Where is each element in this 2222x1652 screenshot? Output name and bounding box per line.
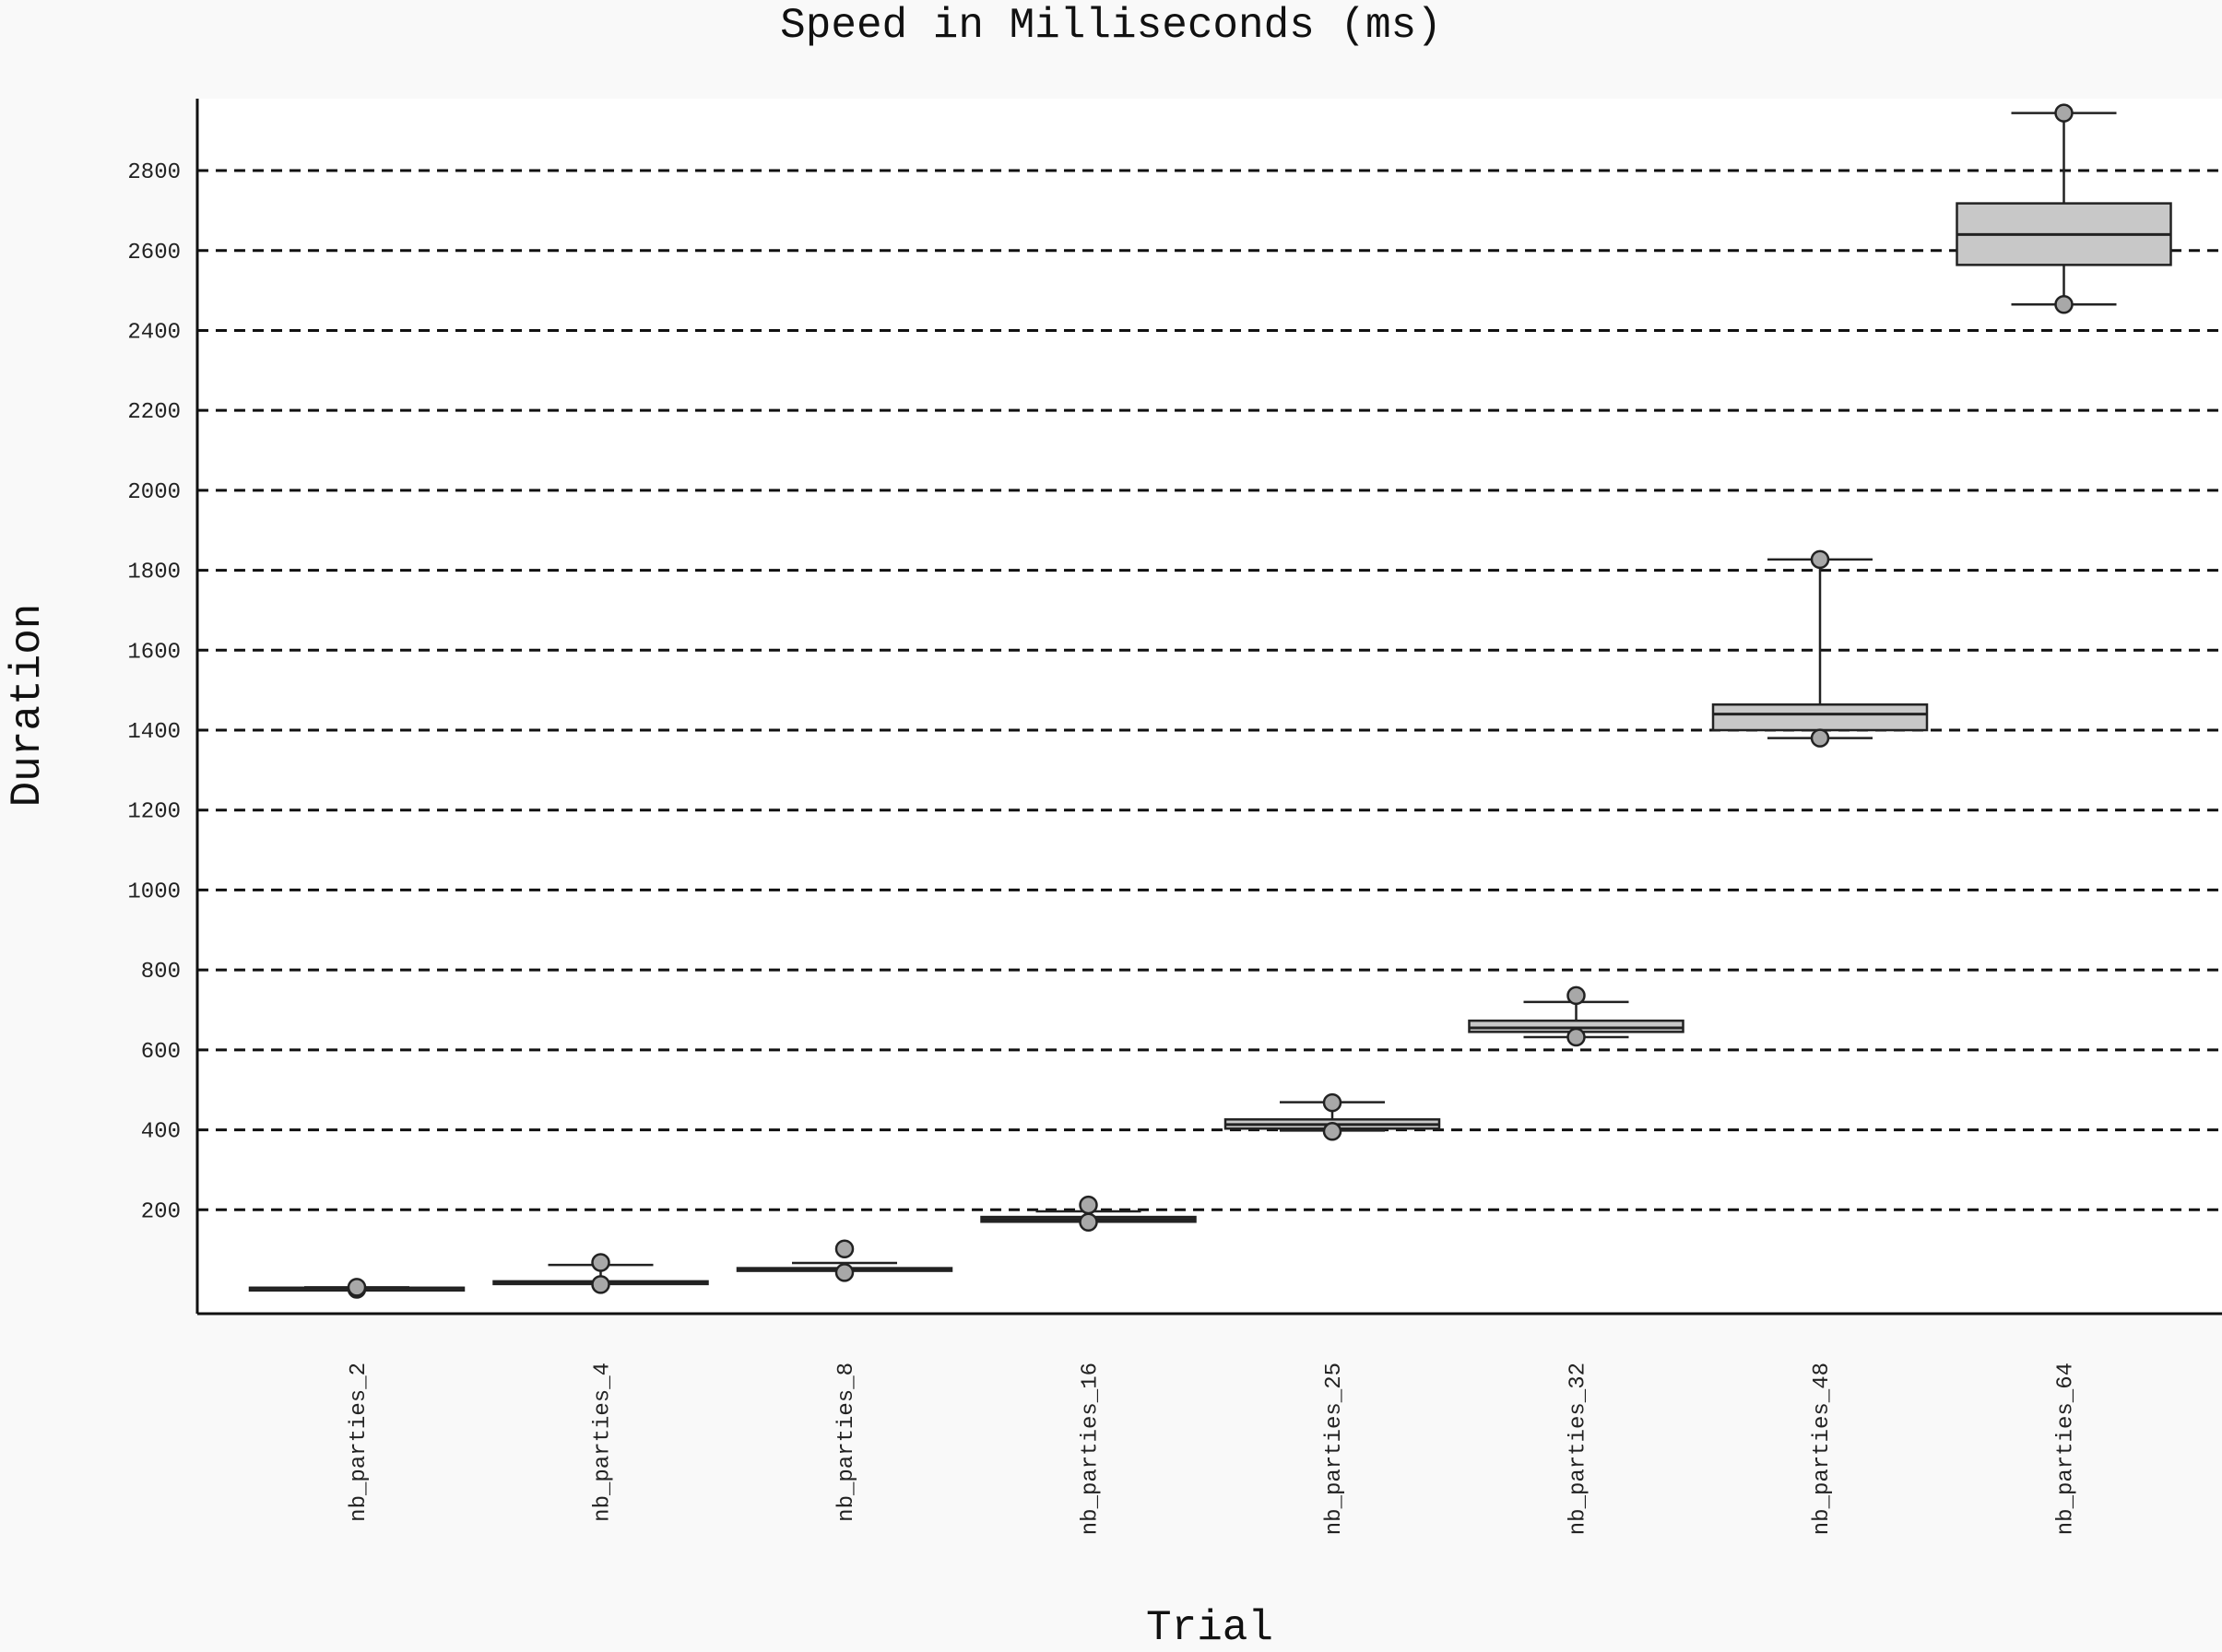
boxes <box>248 103 2172 1299</box>
box-group-nb_parties_8 <box>736 1239 953 1282</box>
outlier-point <box>591 1253 610 1272</box>
outlier-point <box>1810 728 1830 748</box>
y-tick-label: 2800 <box>127 160 181 185</box>
outlier-point <box>834 1239 855 1259</box>
x-tick-label: nb_parties_2 <box>347 1363 372 1522</box>
box-group-nb_parties_25 <box>1223 1092 1441 1141</box>
y-tick-label: 1600 <box>127 640 181 665</box>
x-tick-label: nb_parties_25 <box>1322 1363 1347 1535</box>
box-group-nb_parties_2 <box>248 1278 466 1299</box>
outlier-point <box>1810 549 1830 570</box>
box-group-nb_parties_16 <box>980 1195 1197 1232</box>
box-group-nb_parties_32 <box>1468 985 1684 1047</box>
x-tick-label: nb_parties_32 <box>1566 1363 1591 1535</box>
outlier-point <box>1322 1122 1342 1141</box>
outlier-point <box>1079 1212 1098 1232</box>
outlier-point <box>1566 1027 1586 1047</box>
x-tick-label: nb_parties_64 <box>2054 1363 2079 1535</box>
box-group-nb_parties_64 <box>1956 103 2172 314</box>
box-group-nb_parties_4 <box>492 1253 709 1294</box>
y-tick-label: 2000 <box>127 480 181 505</box>
outlier-point <box>347 1278 367 1297</box>
outlier-point <box>1079 1195 1098 1215</box>
y-tick-label: 2600 <box>127 241 181 266</box>
x-tick-label: nb_parties_8 <box>834 1363 859 1522</box>
box-iqr <box>1711 703 1929 732</box>
outlier-point <box>2054 103 2074 123</box>
x-tick-label: nb_parties_48 <box>1810 1363 1835 1535</box>
outlier-point <box>834 1263 855 1282</box>
x-tick-label: nb_parties_16 <box>1079 1363 1104 1535</box>
y-tick-label: 600 <box>141 1040 181 1065</box>
y-tick-labels: 200 400 600 800 1000 1200 1400 1600 1800 2000 2200… <box>127 160 181 1224</box>
outlier-point <box>591 1275 610 1294</box>
y-tick-label: 800 <box>141 960 181 985</box>
x-tick-label: nb_parties_4 <box>591 1363 616 1522</box>
y-tick-label: 2200 <box>127 400 181 425</box>
outlier-point <box>1322 1092 1342 1113</box>
x-axis-label: Trial <box>1145 1604 1274 1652</box>
x-tick-labels: nb_parties_2 nb_parties_4 nb_parties_8 nb_p… <box>347 1363 2079 1535</box>
y-tick-label: 1400 <box>127 720 181 745</box>
y-tick-label: 400 <box>141 1120 181 1145</box>
y-tick-label: 1200 <box>127 800 181 825</box>
axes <box>195 99 2222 1316</box>
y-tick-label: 2400 <box>127 320 181 345</box>
outlier-point <box>1566 985 1586 1006</box>
y-tick-label: 200 <box>141 1199 181 1224</box>
chart-title: Speed in Milliseconds (ms) <box>780 2 1442 50</box>
y-tick-label: 1800 <box>127 560 181 585</box>
box-group-nb_parties_48 <box>1711 549 1929 748</box>
y-tick-label: 1000 <box>127 879 181 904</box>
outlier-point <box>2054 295 2074 314</box>
